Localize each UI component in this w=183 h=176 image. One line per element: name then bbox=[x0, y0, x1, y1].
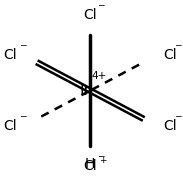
Text: Ir: Ir bbox=[79, 83, 90, 98]
Text: Cl: Cl bbox=[83, 8, 97, 22]
Text: 4+: 4+ bbox=[91, 71, 106, 81]
Text: −: − bbox=[97, 1, 104, 10]
Text: −: − bbox=[174, 111, 182, 120]
Text: Cl: Cl bbox=[83, 159, 97, 173]
Text: +: + bbox=[99, 156, 107, 165]
Text: Cl: Cl bbox=[3, 48, 17, 62]
Text: −: − bbox=[19, 111, 26, 120]
Text: −: − bbox=[97, 151, 104, 160]
Text: −: − bbox=[174, 41, 182, 50]
Text: Cl: Cl bbox=[163, 119, 177, 133]
Text: −: − bbox=[19, 41, 26, 50]
Text: H: H bbox=[85, 157, 95, 171]
Text: Cl: Cl bbox=[163, 48, 177, 62]
Text: Cl: Cl bbox=[3, 119, 17, 133]
